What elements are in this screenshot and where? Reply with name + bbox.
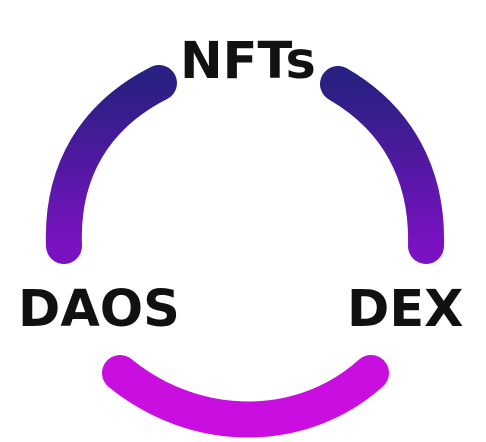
label-dex: DEX xyxy=(347,280,464,339)
arc-daos-to-dex xyxy=(102,355,389,438)
label-nfts: NFTs xyxy=(180,32,316,91)
label-daos: DAOS xyxy=(18,280,180,339)
arc-nfts-to-dex xyxy=(320,66,445,264)
arc-nfts-to-daos xyxy=(45,65,177,264)
